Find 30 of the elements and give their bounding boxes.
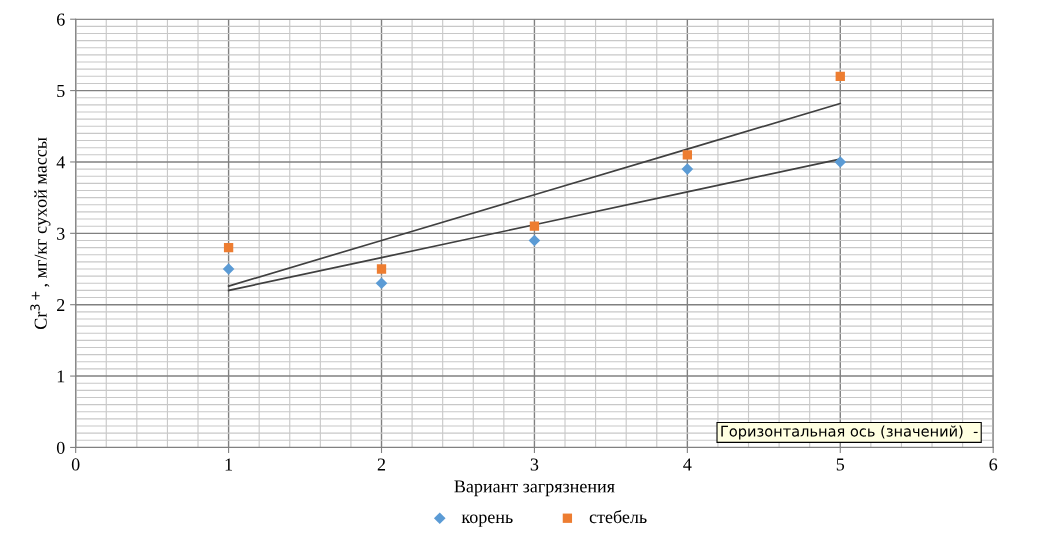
point [222,263,235,275]
point [529,221,540,231]
point [835,71,845,81]
y-tick-label: 3 [57,227,65,240]
point [528,234,541,247]
point [681,163,694,175]
x-tick-label: 4 [683,458,692,471]
x-tick-label: 1 [225,458,233,471]
point [223,242,234,253]
y-tick-label: 6 [57,13,65,26]
y-tick-label: 0 [56,441,65,454]
x-tick-label: 2 [377,458,386,471]
point [834,156,847,168]
y-tick-label: 2 [57,299,65,311]
point [375,277,388,290]
legend-label: корень [461,514,513,527]
x-axis-title: Вариант загрязнения [454,480,615,497]
point [682,150,693,160]
x-tick-label: 0 [71,458,80,471]
y-tick-label: 1 [57,370,65,383]
x-tick-label: 6 [989,458,998,471]
legend-label: стебель [589,510,647,524]
y-tick-label: 5 [57,85,65,98]
annotation: Горизонтальная ось (значений) - [721,425,978,440]
point [376,264,387,274]
y-tick-label: 4 [56,156,65,169]
line-series [227,102,842,287]
y-axis-title: Cr$^{3+}$, мг/кг сухой массы [30,137,51,329]
x-tick-label: 5 [836,458,845,471]
x-tick-label: 3 [530,458,539,471]
